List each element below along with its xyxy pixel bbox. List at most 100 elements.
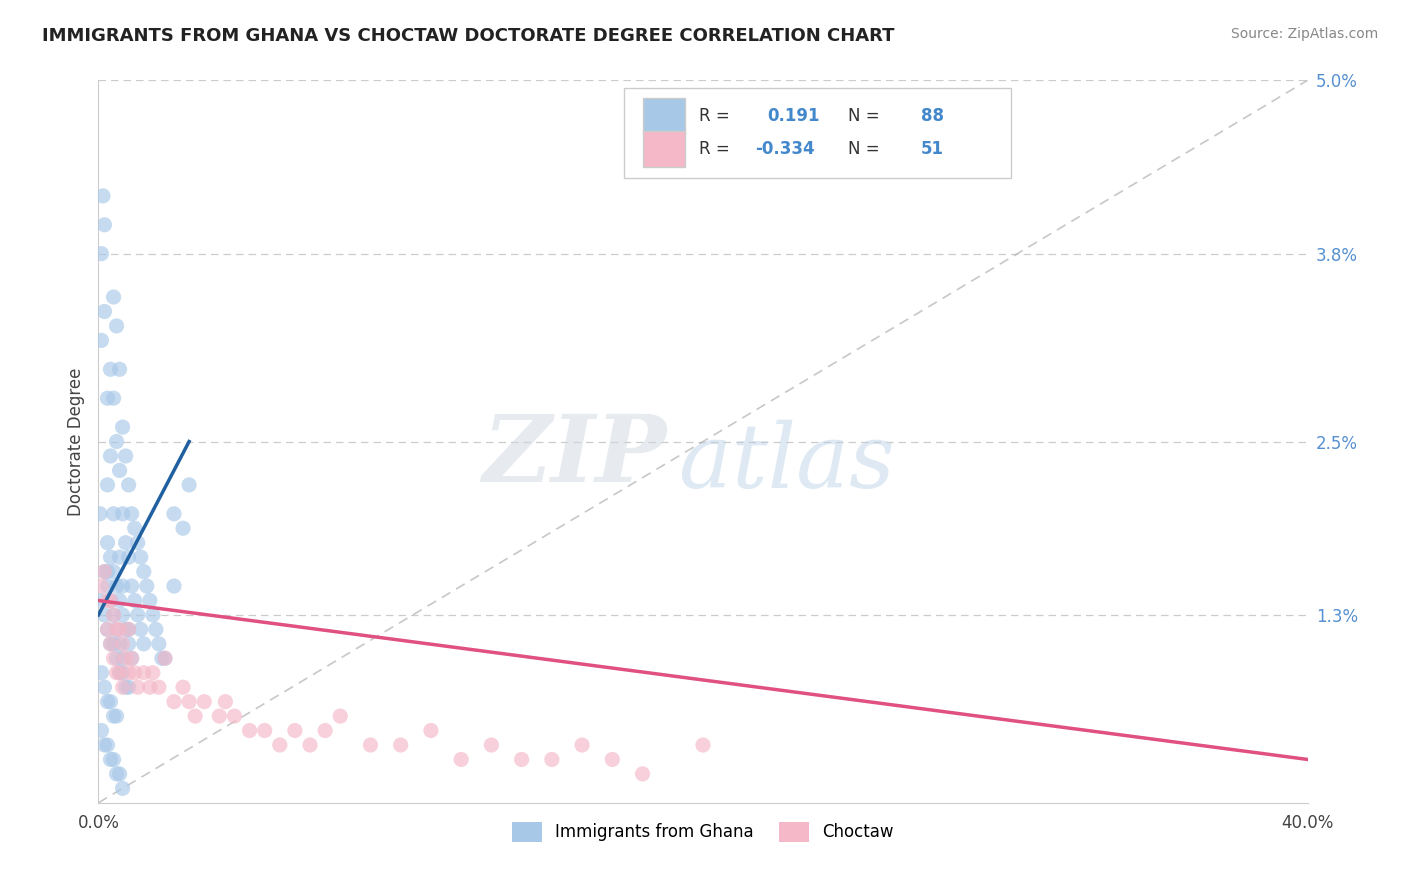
Point <box>96 695 118 709</box>
Point <box>108 767 131 781</box>
Point <box>150 651 173 665</box>
Point <box>208 709 231 723</box>
Point <box>179 695 201 709</box>
Point <box>111 607 134 622</box>
Point <box>96 593 118 607</box>
Point <box>253 723 276 738</box>
Point <box>118 680 141 694</box>
Point <box>108 463 131 477</box>
Point <box>105 318 128 333</box>
Text: 88: 88 <box>921 107 943 126</box>
Point <box>127 535 149 549</box>
Text: Source: ZipAtlas.com: Source: ZipAtlas.com <box>1230 27 1378 41</box>
Point <box>93 304 115 318</box>
Point <box>118 623 141 637</box>
Point <box>96 623 118 637</box>
Point <box>124 593 146 607</box>
Point <box>93 565 115 579</box>
Text: IMMIGRANTS FROM GHANA VS CHOCTAW DOCTORATE DEGREE CORRELATION CHART: IMMIGRANTS FROM GHANA VS CHOCTAW DOCTORA… <box>42 27 894 45</box>
Point <box>132 565 155 579</box>
Point <box>103 637 125 651</box>
Point <box>100 637 122 651</box>
Point <box>103 290 125 304</box>
Point <box>284 723 307 738</box>
Point <box>602 752 624 766</box>
Point <box>103 651 125 665</box>
Point <box>540 752 562 766</box>
Point <box>105 651 128 665</box>
Point <box>105 767 128 781</box>
Bar <box>643 131 685 167</box>
Point <box>132 665 155 680</box>
Text: atlas: atlas <box>679 420 894 507</box>
Point <box>269 738 291 752</box>
Point <box>105 623 128 637</box>
Point <box>135 579 157 593</box>
Point <box>111 637 134 651</box>
Point <box>571 738 593 752</box>
Point <box>510 752 533 766</box>
Point <box>108 665 131 680</box>
Point <box>214 695 236 709</box>
Point <box>121 507 143 521</box>
Point <box>124 665 146 680</box>
Point <box>139 593 162 607</box>
Point <box>692 738 714 752</box>
Point <box>142 665 165 680</box>
Point <box>121 651 143 665</box>
Text: R =: R = <box>699 107 735 126</box>
Point <box>111 507 134 521</box>
Point <box>114 623 136 637</box>
Point <box>90 579 112 593</box>
Point <box>105 709 128 723</box>
Point <box>96 579 118 593</box>
Point <box>90 723 112 738</box>
Point <box>114 651 136 665</box>
Point <box>314 723 336 738</box>
Point <box>93 565 115 579</box>
Point <box>420 723 443 738</box>
FancyBboxPatch shape <box>624 87 1011 178</box>
Point <box>118 665 141 680</box>
Point <box>93 680 115 694</box>
Point <box>103 565 125 579</box>
Point <box>100 752 122 766</box>
Point <box>108 623 131 637</box>
Point <box>179 478 201 492</box>
Point <box>100 637 122 651</box>
Point <box>184 709 207 723</box>
Point <box>96 535 118 549</box>
Point <box>148 637 170 651</box>
Point <box>360 738 382 752</box>
Point <box>108 593 131 607</box>
Point <box>172 521 194 535</box>
Point <box>96 738 118 752</box>
Point <box>100 695 122 709</box>
Point <box>108 637 131 651</box>
Point <box>105 665 128 680</box>
Point <box>224 709 246 723</box>
Point <box>163 579 186 593</box>
Point <box>163 695 186 709</box>
Point <box>163 507 186 521</box>
Text: -0.334: -0.334 <box>755 140 814 158</box>
Point <box>111 680 134 694</box>
Point <box>103 607 125 622</box>
Point <box>239 723 262 738</box>
Point <box>100 449 122 463</box>
Point <box>100 550 122 565</box>
Point <box>93 218 115 232</box>
Point <box>105 434 128 449</box>
Point <box>153 651 176 665</box>
Point <box>121 651 143 665</box>
Point <box>91 189 114 203</box>
Point <box>108 362 131 376</box>
Point <box>96 391 118 405</box>
Point <box>193 695 215 709</box>
Point <box>93 738 115 752</box>
Point <box>127 607 149 622</box>
Point <box>121 579 143 593</box>
Point <box>118 478 141 492</box>
Point <box>172 680 194 694</box>
Point <box>103 752 125 766</box>
